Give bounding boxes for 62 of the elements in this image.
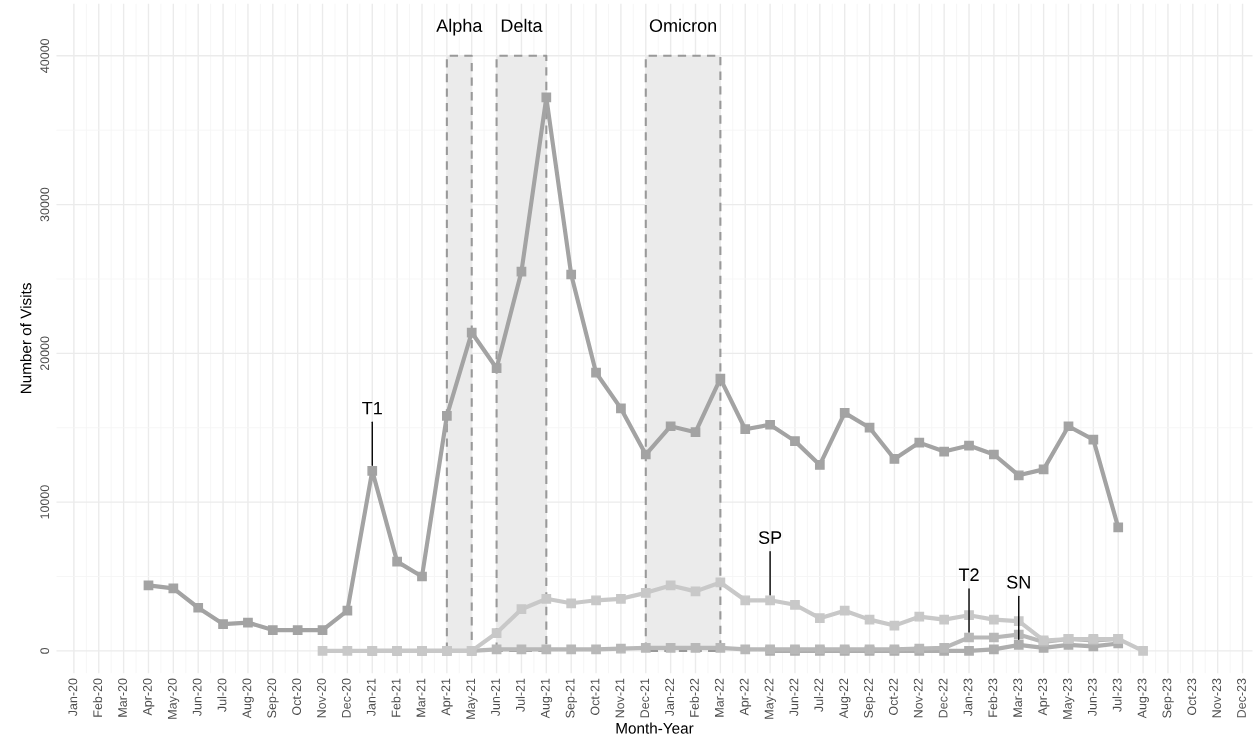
x-tick-label: May-20	[167, 678, 180, 719]
band-label: Delta	[501, 18, 543, 33]
x-tick-label: Sep-21	[565, 678, 578, 718]
x-tick-label: Oct-23	[1187, 678, 1197, 715]
x-tick-label: May-23	[1062, 678, 1075, 719]
x-tick-label: Nov-20	[317, 678, 326, 718]
y-tick-label: 20000	[40, 336, 50, 371]
x-tick-label: Nov-22	[913, 678, 923, 718]
x-tick-label: Sep-20	[267, 678, 279, 718]
x-tick-label: Jul-23	[1112, 678, 1122, 712]
x-tick-label: Jun-23	[1087, 678, 1097, 717]
x-tick-label: Mar-20	[118, 678, 127, 717]
x-tick-label: Nov-21	[615, 678, 625, 718]
x-tick-label: Dec-22	[938, 678, 948, 718]
x-tick-label: Oct-20	[292, 678, 302, 715]
x-tick-label: Apr-21	[441, 678, 453, 716]
x-tick-label: Jul-22	[814, 678, 824, 712]
x-tick-label: Jun-21	[491, 678, 500, 717]
band-label: Alpha	[436, 18, 483, 36]
annotation: T1	[362, 401, 382, 415]
x-tick-label: Aug-22	[839, 678, 851, 719]
x-tick-label: Jul-20	[217, 678, 227, 712]
y-axis-title: Number of Visits	[20, 283, 32, 394]
band-label: Omicron	[649, 18, 717, 33]
x-tick-label: Apr-20	[142, 678, 155, 716]
x-tick-label: Apr-23	[1038, 678, 1050, 716]
x-tick-label: Oct-21	[590, 678, 600, 715]
y-tick-label: 30000	[40, 187, 50, 222]
x-tick-label: Feb-22	[689, 678, 699, 717]
x-tick-label: May-22	[764, 678, 776, 719]
x-tick-label: Mar-23	[1013, 678, 1023, 717]
y-tick-label: 0	[40, 647, 50, 654]
x-tick-label: Jul-21	[515, 678, 525, 712]
x-tick-label: Aug-23	[1137, 678, 1149, 719]
annotation: SN	[1007, 575, 1030, 589]
x-tick-label: Nov-23	[1212, 678, 1222, 718]
x-tick-label: Feb-23	[988, 678, 998, 717]
x-tick-label: Jan-22	[665, 678, 674, 717]
x-axis-title: Month-Year	[616, 722, 694, 734]
annotation: T2	[958, 568, 979, 581]
x-tick-label: Mar-21	[416, 678, 426, 717]
x-tick-label: Mar-22	[714, 678, 724, 717]
x-tick-label: Jun-22	[789, 678, 799, 717]
x-tick-label: Dec-21	[640, 678, 650, 718]
x-tick-label: Aug-20	[242, 678, 254, 719]
x-tick-label: Apr-22	[739, 678, 752, 716]
x-tick-label: Jan-20	[68, 678, 78, 717]
x-tick-label: Feb-20	[92, 678, 103, 717]
x-tick-label: Oct-22	[888, 678, 898, 715]
x-tick-label: Jan-21	[366, 678, 376, 717]
x-tick-label: Sep-22	[864, 678, 876, 718]
x-tick-label: Aug-21	[540, 678, 553, 719]
x-tick-label: Dec-23	[1237, 678, 1246, 718]
y-tick-label: 10000	[40, 485, 50, 519]
x-tick-label: May-21	[466, 678, 478, 719]
x-tick-label: Dec-20	[341, 678, 351, 718]
x-tick-label: Feb-21	[391, 678, 401, 717]
y-tick-label: 40000	[40, 38, 50, 73]
x-tick-label: Sep-23	[1162, 678, 1174, 718]
x-tick-label: Jan-23	[963, 678, 973, 717]
annotation: SP	[758, 531, 782, 544]
x-tick-label: Jun-20	[192, 678, 202, 717]
